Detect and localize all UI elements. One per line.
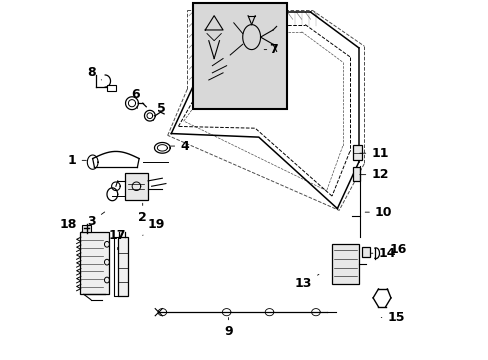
Bar [331,244,358,284]
Text: 7: 7 [264,43,278,56]
Text: 17: 17 [109,229,126,249]
Text: 9: 9 [224,318,232,338]
Text: 15: 15 [381,311,404,324]
Text: 5: 5 [153,102,165,121]
Text: 12: 12 [359,168,388,181]
Bar [124,173,148,200]
Text: 18: 18 [59,218,83,232]
Text: 19: 19 [142,218,165,235]
Text: 1: 1 [68,154,86,167]
Bar [82,225,91,232]
Bar [362,247,369,257]
Bar [107,85,116,91]
Text: 8: 8 [87,66,102,80]
Bar [80,232,108,294]
Text: 13: 13 [294,274,318,290]
FancyBboxPatch shape [192,3,287,109]
Text: 3: 3 [87,212,104,228]
Bar [352,145,361,160]
Text: 4: 4 [170,140,188,153]
Text: 14: 14 [370,247,395,260]
Text: 2: 2 [138,203,147,224]
Bar [118,237,128,296]
Text: 16: 16 [381,243,406,256]
Text: 6: 6 [131,88,140,109]
Text: 10: 10 [365,206,391,219]
Text: 11: 11 [359,147,388,160]
Bar [352,167,359,181]
